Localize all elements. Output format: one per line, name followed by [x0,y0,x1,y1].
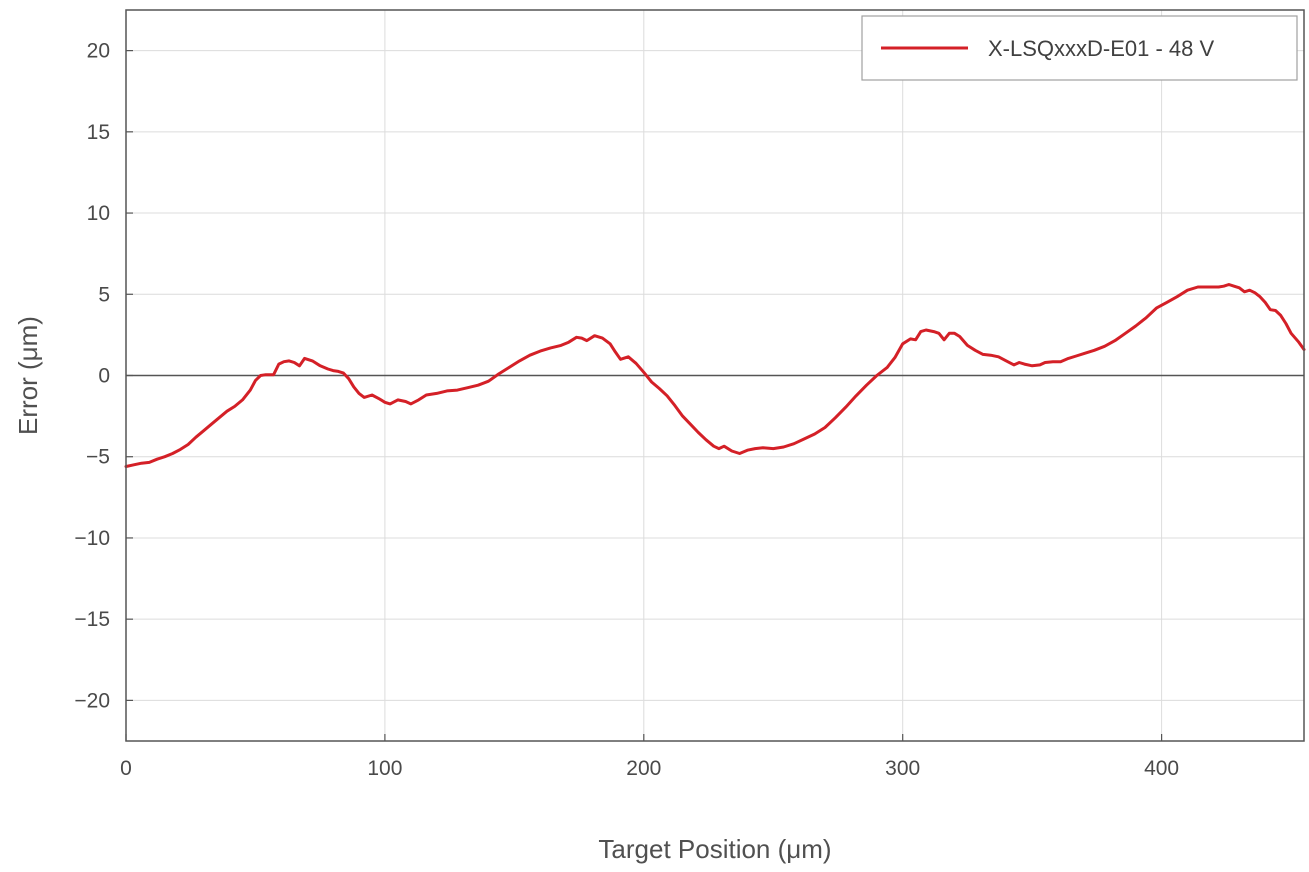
y-tick-label: −15 [74,608,110,631]
series-line [124,283,1306,468]
y-tick-label: −10 [74,527,110,550]
y-tick-label: 10 [87,202,110,225]
x-axis-ticks: 0 100 200 300 400 [120,734,1179,780]
x-tick-label: 400 [1144,757,1179,780]
y-tick-label: −20 [74,689,110,712]
x-axis-title: Target Position (μm) [598,834,831,864]
y-axis-ticks: −20 −15 −10 −5 0 5 10 15 20 [74,40,133,712]
y-tick-label: 5 [98,283,110,306]
y-tick-label: −5 [86,446,110,469]
legend-label: X-LSQxxxD-E01 - 48 V [988,36,1215,61]
x-tick-label: 0 [120,757,132,780]
y-tick-label: 0 [98,365,110,388]
series-layer [124,283,1306,468]
x-tick-label: 200 [626,757,661,780]
y-tick-label: 20 [87,40,110,63]
y-tick-label: 15 [87,121,110,144]
legend: X-LSQxxxD-E01 - 48 V [861,15,1298,81]
y-axis-title: Error (μm) [13,316,43,435]
x-tick-label: 100 [367,757,402,780]
x-tick-label: 300 [885,757,920,780]
